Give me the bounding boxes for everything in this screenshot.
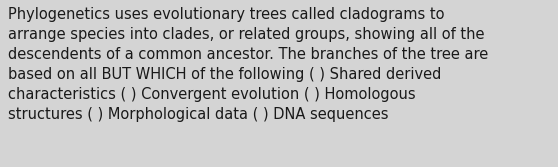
Text: Phylogenetics uses evolutionary trees called cladograms to
arrange species into : Phylogenetics uses evolutionary trees ca… (8, 7, 489, 122)
